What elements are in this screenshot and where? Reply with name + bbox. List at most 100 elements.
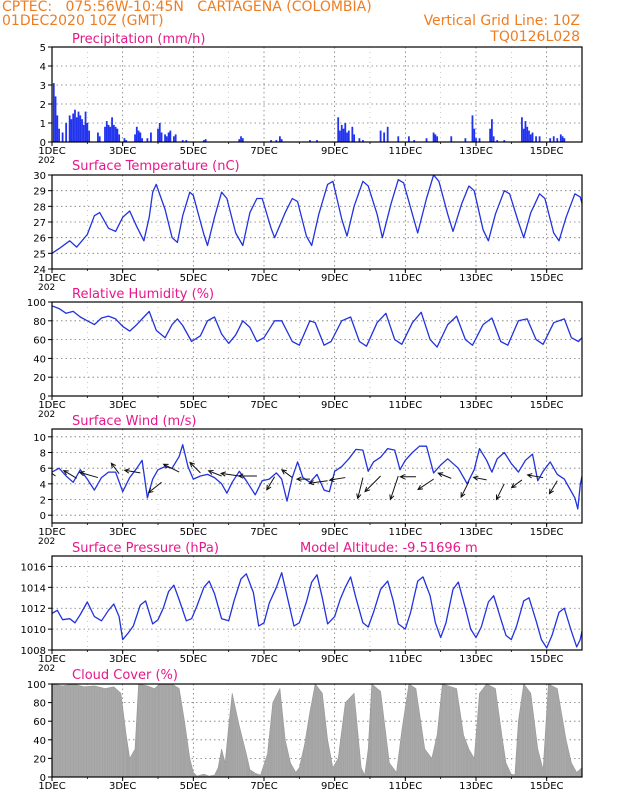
humidity-ytick-label: 0 — [40, 392, 46, 403]
header-model-id: TQ0126L028 — [490, 29, 580, 45]
precip-bar — [146, 138, 149, 142]
precip-xtick-label: 7DEC — [250, 146, 277, 157]
temperature-ytick-label: 29 — [33, 187, 46, 198]
precip-bar — [107, 124, 110, 142]
precip-bar — [275, 140, 278, 142]
wind-arrow — [548, 480, 558, 495]
wind-xtick-label: 5DEC — [180, 527, 207, 538]
pressure-xtick-label: 3DEC — [109, 654, 136, 665]
wind-ytick-label: 10 — [33, 433, 46, 444]
precip-bar — [524, 121, 527, 142]
precip-bar — [118, 134, 121, 142]
precip-bar — [241, 138, 244, 142]
precip-bar — [407, 136, 410, 142]
precip-bar — [185, 140, 188, 142]
precip-bar — [529, 134, 532, 142]
precip-bar — [386, 126, 389, 142]
precip-bar — [362, 140, 364, 142]
precip-bar — [339, 130, 341, 142]
humidity-ytick-label: 40 — [33, 354, 46, 365]
precip-ytick-label: 3 — [40, 81, 46, 92]
temperature-title: Surface Temperature (nC) — [72, 159, 240, 174]
precip-xtick-label: 11DEC — [388, 146, 422, 157]
pressure-xtick-label: 15DEC — [530, 654, 564, 665]
precip-bar — [58, 128, 60, 142]
cloud-ytick-label: 60 — [33, 717, 46, 728]
humidity-ytick-label: 60 — [33, 336, 46, 347]
precip-bar — [141, 138, 143, 142]
precip-bar — [522, 128, 525, 142]
cloud-ytick-label: 80 — [33, 699, 46, 710]
precip-bar — [174, 134, 177, 142]
precip-bar — [81, 119, 83, 142]
temperature-xtick-label: 1DEC — [38, 273, 65, 284]
humidity-xtick-label: 9DEC — [321, 400, 348, 411]
precip-bar — [86, 123, 89, 142]
cloud-ytick-label: 20 — [33, 754, 46, 765]
wind-panel: 0 2 4 6 8 10 1DEC 3DEC 5DEC 7DEC 9DEC 11DEC 13DEC 15D… — [33, 428, 583, 547]
cloud-xtick-label: 15DEC — [530, 781, 564, 792]
pressure-panel: 1008 1010 1012 1014 1016 1DEC 3DEC 5DEC 7DEC 9DEC… — [21, 555, 583, 674]
temperature-xtick-label: 3DEC — [109, 273, 136, 284]
precip-bar — [434, 134, 437, 142]
cloud-xtick-label: 1DEC — [38, 781, 65, 792]
cloud-ytick-label: 40 — [33, 736, 46, 747]
precip-bar — [173, 136, 175, 142]
cloud-xtick-label: 13DEC — [459, 781, 493, 792]
precip-bar — [72, 113, 75, 142]
precip-bar — [561, 136, 564, 142]
wind-arrow — [356, 477, 364, 500]
humidity-line — [52, 305, 582, 348]
wind-arrow — [110, 462, 120, 474]
cloud-xtick-label: 3DEC — [109, 781, 136, 792]
precip-frame — [51, 46, 583, 143]
precip-bar — [74, 109, 76, 142]
precip-xtick-label: 1DEC — [38, 146, 65, 157]
wind-arrow — [78, 471, 99, 479]
wind-ytick-label: 6 — [40, 464, 46, 475]
precip-bar — [491, 119, 493, 142]
wind-arrow — [328, 476, 346, 483]
cloud-xtick-label: 7DEC — [250, 781, 277, 792]
precip-bar — [397, 136, 400, 142]
precip-bar — [134, 134, 136, 142]
humidity-xtick-label: 7DEC — [250, 400, 277, 411]
pressure-ytick-label: 1016 — [21, 562, 46, 573]
precip-bar — [471, 115, 474, 142]
temperature-ytick-label: 27 — [33, 218, 46, 229]
precip-bar — [528, 130, 530, 142]
precip-bar — [521, 117, 523, 142]
pressure-title: Surface Pressure (hPa) — [72, 541, 219, 556]
precip-bar — [109, 126, 112, 142]
temperature-xtick-label: 15DEC — [530, 273, 564, 284]
pressure-xtick-label: 11DEC — [388, 654, 422, 665]
precip-bar — [105, 121, 108, 142]
wind-arrow — [510, 479, 523, 489]
precip-bar — [139, 132, 142, 142]
precip-bar — [137, 130, 140, 142]
precip-xtick-label: 13DEC — [459, 146, 493, 157]
wind-arrow — [389, 475, 399, 501]
precip-xtick-label: 15DEC — [530, 146, 564, 157]
wind-arrow — [472, 475, 487, 481]
wind-arrow — [207, 469, 222, 477]
wind-arrow — [237, 473, 257, 479]
temperature-year-stub: 202 — [38, 283, 55, 293]
pressure-xtick-label: 13DEC — [459, 654, 493, 665]
humidity-frame — [51, 301, 583, 397]
precip-bar — [88, 130, 90, 142]
precip-bar — [436, 136, 439, 142]
wind-arrow — [364, 475, 381, 493]
wind-arrow — [399, 474, 416, 480]
humidity-ytick-label: 20 — [33, 373, 46, 384]
precip-bar — [353, 134, 355, 142]
precip-bar — [98, 136, 101, 142]
wind-xtick-label: 15DEC — [530, 527, 564, 538]
precip-bar — [526, 126, 529, 142]
wind-xtick-label: 13DEC — [459, 527, 493, 538]
pressure-xtick-label: 9DEC — [321, 654, 348, 665]
precip-bar — [61, 132, 64, 142]
precip-bar — [77, 111, 80, 142]
precip-bar — [552, 136, 555, 142]
pressure-xtick-label: 1DEC — [38, 654, 65, 665]
